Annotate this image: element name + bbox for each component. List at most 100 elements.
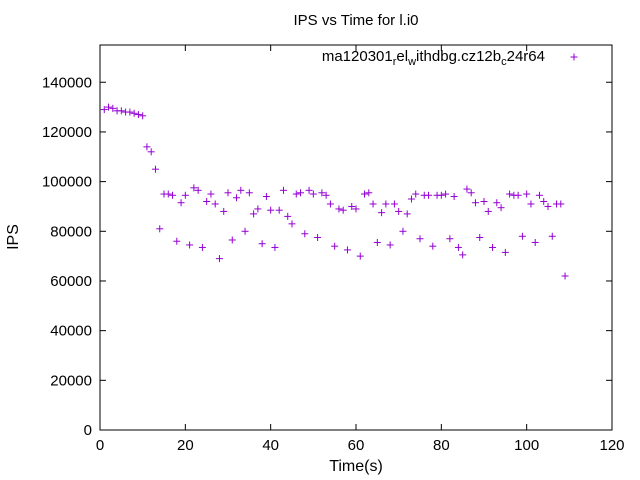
data-point [493, 199, 501, 207]
data-point [352, 205, 360, 213]
data-point [506, 190, 514, 198]
data-point [156, 225, 164, 233]
x-tick-label: 0 [96, 437, 104, 454]
y-tick-label: 60000 [50, 273, 92, 290]
y-tick-label: 140000 [42, 74, 92, 91]
data-point [399, 227, 407, 235]
data-point [356, 252, 364, 260]
data-point [378, 209, 386, 217]
x-tick-label: 20 [177, 437, 194, 454]
data-point [151, 165, 159, 173]
data-point [442, 190, 450, 198]
data-point [314, 234, 322, 241]
data-point [181, 191, 189, 199]
y-tick-label: 0 [84, 422, 92, 439]
data-point [301, 230, 309, 238]
data-point [416, 235, 424, 243]
data-point [548, 232, 556, 240]
x-tick-label: 60 [348, 437, 365, 454]
data-point [561, 272, 569, 280]
y-tick-label: 80000 [50, 223, 92, 240]
data-point [459, 251, 467, 259]
data-point [134, 111, 142, 119]
data-point [250, 210, 258, 218]
data-point [463, 185, 471, 193]
data-point [262, 193, 270, 201]
data-point [390, 200, 398, 208]
data-point [348, 202, 356, 210]
data-point [382, 200, 390, 208]
data-point [284, 212, 292, 220]
data-point [100, 106, 108, 114]
data-point [109, 104, 117, 112]
legend-label: ma120301relwithdbg.cz12bc24r64 [322, 48, 545, 68]
legend-subscript: r [393, 56, 397, 68]
data-point [365, 189, 373, 197]
data-point [258, 240, 266, 248]
data-point [425, 191, 433, 199]
data-point [228, 236, 236, 244]
data-point [395, 207, 403, 215]
data-point [292, 190, 300, 198]
data-point [544, 202, 552, 210]
legend-text-part: ma120301 [322, 48, 393, 65]
data-point [318, 189, 326, 197]
x-tick-label: 120 [599, 437, 624, 454]
data-point [237, 186, 245, 194]
data-point [267, 206, 275, 214]
data-point [454, 243, 462, 251]
data-point [437, 191, 445, 199]
data-point [190, 184, 198, 192]
data-point [407, 195, 415, 203]
y-tick-label: 40000 [50, 323, 92, 340]
legend-marker-icon [570, 53, 578, 61]
data-point [211, 200, 219, 208]
data-point [169, 191, 177, 199]
data-point [254, 205, 262, 213]
data-point [215, 255, 223, 263]
data-point [275, 206, 283, 214]
data-point [220, 207, 228, 215]
data-point [326, 200, 334, 208]
data-point [497, 204, 505, 212]
data-point [271, 243, 279, 251]
data-point [484, 207, 492, 215]
legend-text-part: 24r64 [507, 48, 545, 65]
data-points [100, 103, 569, 280]
data-point [305, 186, 313, 194]
data-point [309, 190, 317, 198]
data-point [361, 190, 369, 198]
data-point [403, 210, 411, 218]
data-point [241, 227, 249, 235]
data-point [527, 200, 535, 208]
data-point [207, 190, 215, 198]
data-point [467, 189, 475, 197]
axes: 0 20 40 60 80 100 120 0 20000 40000 60000 80000 1000… [42, 44, 625, 454]
data-point [471, 199, 479, 207]
chart-title: IPS vs Time for l.i0 [293, 12, 418, 29]
data-point [523, 190, 531, 198]
data-point [343, 246, 351, 254]
data-point [194, 186, 202, 194]
data-point [297, 189, 305, 197]
data-point [518, 232, 526, 240]
legend-text-part: ithdbg.cz12b [416, 48, 501, 65]
data-point [450, 193, 458, 201]
data-point [489, 243, 497, 251]
data-point [501, 248, 509, 256]
data-point [339, 206, 347, 214]
data-point [139, 112, 147, 120]
y-axis-label: IPS [5, 224, 22, 250]
data-point [476, 234, 484, 241]
data-point [117, 107, 125, 115]
data-point [429, 242, 437, 250]
data-point [203, 197, 211, 205]
data-point [386, 241, 394, 249]
data-point [233, 194, 241, 202]
data-point [531, 238, 539, 246]
data-point [186, 241, 194, 249]
legend-subscript: c [501, 56, 507, 68]
data-point [126, 108, 134, 116]
data-point [147, 148, 155, 156]
